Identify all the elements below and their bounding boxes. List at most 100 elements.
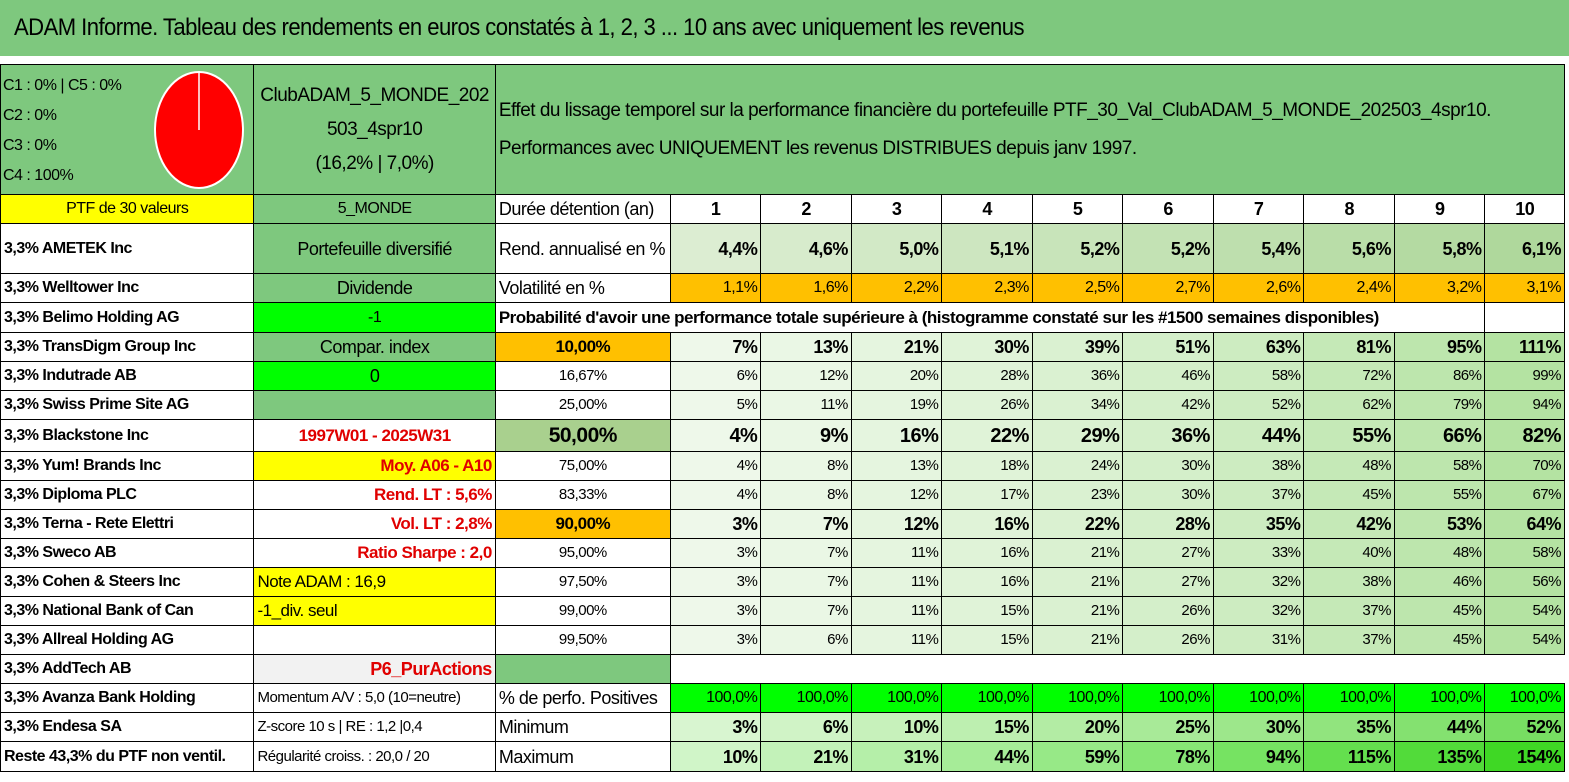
proba-value: 21% <box>1031 567 1124 597</box>
compar-index-label: Compar. index <box>253 332 496 362</box>
proba-value: 7% <box>760 596 852 626</box>
proba-value: 21% <box>1031 625 1124 655</box>
performance-table: C1 : 0% | C5 : 0% C2 : 0% C3 : 0% C4 : 1… <box>0 64 1566 772</box>
proba-value: 54% <box>1484 596 1565 626</box>
proba-value: 37% <box>1303 596 1395 626</box>
maximum-value: 31% <box>850 741 943 772</box>
holding-row: 3,3% AddTech AB <box>0 654 255 684</box>
proba-value: 16% <box>941 538 1033 568</box>
proba-value: 94% <box>1484 390 1565 420</box>
proba-value: 82% <box>1484 419 1565 452</box>
minimum-value: 15% <box>941 712 1033 742</box>
minimum-value: 44% <box>1393 712 1486 742</box>
vol-value: 2,4% <box>1303 273 1395 303</box>
proba-threshold: 99,50% <box>494 625 671 655</box>
year-header: 8 <box>1303 194 1395 224</box>
empty-info <box>253 390 496 420</box>
pie-cell: C1 : 0% | C5 : 0% C2 : 0% C3 : 0% C4 : 1… <box>0 64 255 195</box>
minimum-value: 25% <box>1122 712 1214 742</box>
year-header: 4 <box>941 194 1033 224</box>
rend-label: Rend. annualisé en % <box>494 223 671 274</box>
proba-value: 56% <box>1484 567 1565 597</box>
proba-value: 81% <box>1303 332 1395 362</box>
proba-value: 12% <box>850 509 943 539</box>
minimum-value: 6% <box>760 712 852 742</box>
page-title: ADAM Informe. Tableau des rendements en … <box>14 14 1025 41</box>
minimum-value: 3% <box>669 712 762 742</box>
proba-value: 67% <box>1484 480 1565 510</box>
proba-value: 8% <box>760 480 852 510</box>
proba-value: 42% <box>1303 509 1395 539</box>
proba-value: 7% <box>760 509 852 539</box>
proba-value: 27% <box>1122 538 1214 568</box>
proba-value: 23% <box>1031 480 1124 510</box>
proba-value: 111% <box>1484 332 1565 362</box>
holding-row: 3,3% Terna - Rete Elettri <box>0 509 255 539</box>
zscore-label: Z-score 10 s | RE : 1,2 |0,4 <box>253 712 496 742</box>
vol-value: 3,1% <box>1484 273 1565 303</box>
proba-value: 6% <box>669 361 762 391</box>
description-line-1: Effet du lissage temporel sur la perform… <box>498 99 1492 121</box>
proba-threshold: 95,00% <box>494 538 671 568</box>
proba-value: 37% <box>1303 625 1395 655</box>
pie-legend-3: C3 : 0% <box>3 137 57 154</box>
holding-row: 3,3% Allreal Holding AG <box>0 625 255 655</box>
holding-row: 3,3% Welltower Inc <box>0 273 255 303</box>
description-cell: Effet du lissage temporel sur la perform… <box>494 64 1566 195</box>
proba-value: 11% <box>850 625 943 655</box>
positives-label: % de perfo. Positives <box>494 683 671 713</box>
proba-value: 5% <box>669 390 762 420</box>
proba-value: 95% <box>1393 332 1486 362</box>
proba-value: 26% <box>941 390 1033 420</box>
proba-value: 9% <box>760 419 852 452</box>
holding-row: 3,3% Blackstone Inc <box>0 419 255 452</box>
vol-value: 2,6% <box>1212 273 1305 303</box>
positives-value: 100,0% <box>941 683 1033 713</box>
proba-threshold: 83,33% <box>494 480 671 510</box>
maximum-value: 115% <box>1303 741 1395 772</box>
proba-value: 39% <box>1031 332 1124 362</box>
proba-value: 7% <box>760 567 852 597</box>
proba-value: 16% <box>941 567 1033 597</box>
maximum-value: 44% <box>941 741 1033 772</box>
proba-value: 22% <box>941 419 1033 452</box>
vol-value: 2,5% <box>1031 273 1124 303</box>
proba-value: 11% <box>850 538 943 568</box>
proba-value: 30% <box>941 332 1033 362</box>
proba-value: 12% <box>760 361 852 391</box>
minimum-value: 10% <box>850 712 943 742</box>
proba-value: 72% <box>1303 361 1395 391</box>
proba-value: 64% <box>1484 509 1565 539</box>
portfolio-name-cell: ClubADAM_5_MONDE_202 503_4spr10 (16,2% |… <box>253 64 496 195</box>
proba-value: 3% <box>669 625 762 655</box>
proba-value: 51% <box>1122 332 1214 362</box>
maximum-value: 94% <box>1212 741 1305 772</box>
minimum-value: 35% <box>1303 712 1395 742</box>
proba-value: 70% <box>1484 451 1565 481</box>
proba-value: 30% <box>1122 451 1214 481</box>
ptf-header: PTF de 30 valeurs <box>0 194 255 224</box>
proba-value: 20% <box>850 361 943 391</box>
maximum-value: 154% <box>1484 741 1565 772</box>
proba-value: 21% <box>1031 538 1124 568</box>
pie-legend-2: C2 : 0% <box>3 107 57 124</box>
p6-label: P6_PurActions <box>253 654 496 684</box>
rend-value: 5,6% <box>1303 223 1395 274</box>
vol-value: 3,2% <box>1393 273 1486 303</box>
holding-row: Reste 43,3% du PTF non ventil. <box>0 741 255 772</box>
proba-value: 29% <box>1031 419 1124 452</box>
proba-value: 45% <box>1393 596 1486 626</box>
proba-value: 53% <box>1393 509 1486 539</box>
positives-value: 100,0% <box>1212 683 1305 713</box>
pie-chart <box>154 71 244 189</box>
proba-value: 79% <box>1393 390 1486 420</box>
proba-value: 36% <box>1031 361 1124 391</box>
title-bar: ADAM Informe. Tableau des rendements en … <box>0 0 1569 60</box>
proba-value: 46% <box>1393 567 1486 597</box>
positives-value: 100,0% <box>1031 683 1124 713</box>
proba-value: 45% <box>1303 480 1395 510</box>
period-range: 1997W01 - 2025W31 <box>253 419 496 452</box>
proba-value: 8% <box>760 451 852 481</box>
proba-value: 38% <box>1303 567 1395 597</box>
holding-row: 3,3% Cohen & Steers Inc <box>0 567 255 597</box>
